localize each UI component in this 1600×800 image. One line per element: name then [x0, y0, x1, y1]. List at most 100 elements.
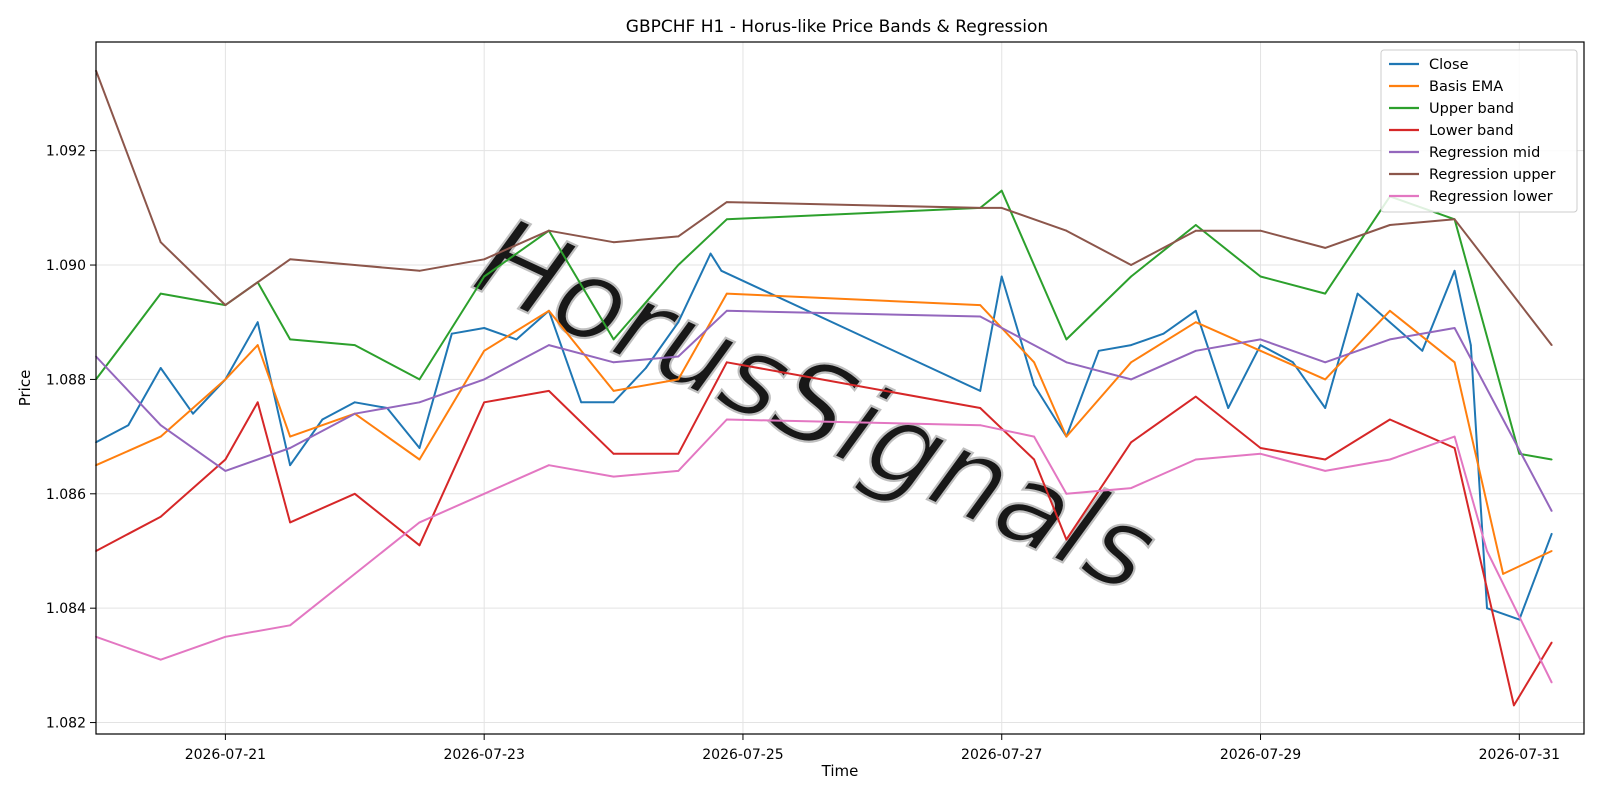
- data-point: [1194, 321, 1197, 324]
- data-point: [725, 361, 728, 364]
- data-point: [159, 367, 162, 369]
- data-point: [1259, 452, 1262, 455]
- x-tick-label: 2026-07-27: [961, 747, 1042, 763]
- data-point: [418, 447, 421, 449]
- data-point: [224, 378, 227, 381]
- data-point: [677, 470, 680, 472]
- legend-box: [1380, 49, 1578, 213]
- data-point: [1194, 224, 1197, 226]
- data-point: [192, 412, 194, 415]
- data-point: [1550, 344, 1553, 346]
- data-point: [979, 407, 982, 409]
- data-point: [1065, 338, 1068, 341]
- data-point: [1389, 309, 1391, 312]
- data-point: [677, 378, 680, 381]
- data-point: [1324, 361, 1327, 364]
- y-tick-label: 1.090: [46, 258, 86, 274]
- y-tick-label: 1.082: [46, 716, 86, 732]
- data-point: [1389, 458, 1391, 461]
- data-point: [418, 378, 421, 381]
- data-point: [1259, 275, 1262, 278]
- data-point: [1227, 407, 1230, 409]
- data-point: [612, 401, 615, 404]
- data-point: [1324, 470, 1327, 472]
- data-point: [418, 269, 421, 272]
- data-point: [1033, 458, 1035, 461]
- data-point: [548, 464, 550, 467]
- data-point: [548, 309, 550, 312]
- data-point: [1550, 510, 1553, 512]
- data-point: [1194, 395, 1197, 398]
- data-point: [256, 401, 259, 404]
- data-point: [1292, 361, 1294, 364]
- data-point: [1065, 492, 1068, 495]
- data-point: [1324, 407, 1327, 409]
- data-point: [1259, 447, 1262, 449]
- data-point: [1033, 384, 1035, 386]
- data-point: [1550, 532, 1553, 535]
- data-point: [418, 401, 421, 404]
- data-point: [979, 424, 982, 427]
- x-tick-label: 2026-07-31: [1479, 747, 1560, 763]
- data-point: [353, 492, 356, 495]
- data-point: [256, 344, 259, 346]
- legend-item: Lower band: [1389, 123, 1514, 139]
- data-point: [1033, 361, 1035, 364]
- series-close: [95, 252, 1553, 621]
- data-point: [725, 418, 728, 421]
- data-point: [1550, 550, 1553, 552]
- legend-label: Regression mid: [1429, 145, 1540, 161]
- data-point: [353, 264, 356, 266]
- data-point: [159, 424, 162, 427]
- data-point: [1389, 224, 1391, 226]
- data-point: [1065, 229, 1068, 232]
- data-point: [612, 361, 615, 364]
- legend-item: Regression lower: [1389, 189, 1553, 205]
- data-point: [1162, 332, 1165, 335]
- data-point: [418, 521, 421, 524]
- data-point: [289, 435, 291, 438]
- data-point: [1389, 418, 1391, 421]
- data-point: [1259, 229, 1262, 232]
- chart-title: GBPCHF H1 - Horus-like Price Bands & Reg…: [626, 17, 1048, 37]
- data-point: [1324, 292, 1327, 295]
- legend-label: Basis EMA: [1429, 79, 1503, 95]
- data-point: [979, 390, 982, 392]
- data-point: [1130, 275, 1132, 278]
- data-point: [1194, 229, 1197, 232]
- x-tick-label: 2026-07-25: [702, 747, 783, 763]
- data-point: [483, 327, 486, 329]
- series-line-regression-lower: [95, 418, 1553, 683]
- data-point: [418, 544, 421, 547]
- data-point: [289, 338, 291, 341]
- data-point: [159, 515, 162, 518]
- y-tick-label: 1.088: [46, 372, 86, 388]
- data-point: [224, 470, 227, 472]
- data-point: [1065, 435, 1068, 438]
- data-point: [1065, 538, 1068, 541]
- data-point: [725, 292, 728, 295]
- data-point: [483, 492, 486, 495]
- data-point: [159, 292, 162, 295]
- data-point: [1356, 292, 1359, 295]
- legend-item: Basis EMA: [1389, 79, 1503, 95]
- x-tick-label: 2026-07-21: [185, 747, 266, 763]
- data-point: [720, 269, 723, 272]
- data-point: [1550, 681, 1553, 684]
- data-point: [127, 424, 130, 427]
- data-point: [725, 201, 728, 204]
- data-point: [612, 475, 615, 478]
- data-point: [1453, 447, 1456, 449]
- data-point: [1469, 344, 1472, 346]
- legend: Close Basis EMA Upper band Lower band Regres…: [1380, 49, 1578, 213]
- series-lower-band: [95, 361, 1553, 707]
- data-point: [353, 401, 356, 404]
- data-point: [289, 447, 291, 449]
- data-point: [979, 207, 982, 209]
- x-tick-label: 2026-07-29: [1220, 747, 1301, 763]
- data-point: [159, 658, 162, 661]
- legend-item: Regression upper: [1389, 167, 1555, 183]
- data-point: [645, 367, 647, 369]
- y-axis-label: Price: [16, 370, 34, 407]
